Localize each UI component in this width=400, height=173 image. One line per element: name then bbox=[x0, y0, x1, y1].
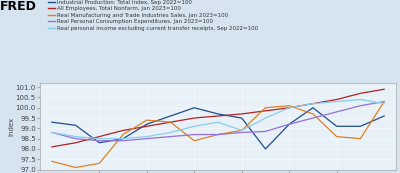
Text: FRED: FRED bbox=[0, 0, 37, 13]
Legend: Industrial Production: Total Index, Sep 2022=100, All Employees, Total Nonfarm, : Industrial Production: Total Index, Sep … bbox=[48, 0, 258, 31]
Y-axis label: Index: Index bbox=[8, 117, 14, 136]
